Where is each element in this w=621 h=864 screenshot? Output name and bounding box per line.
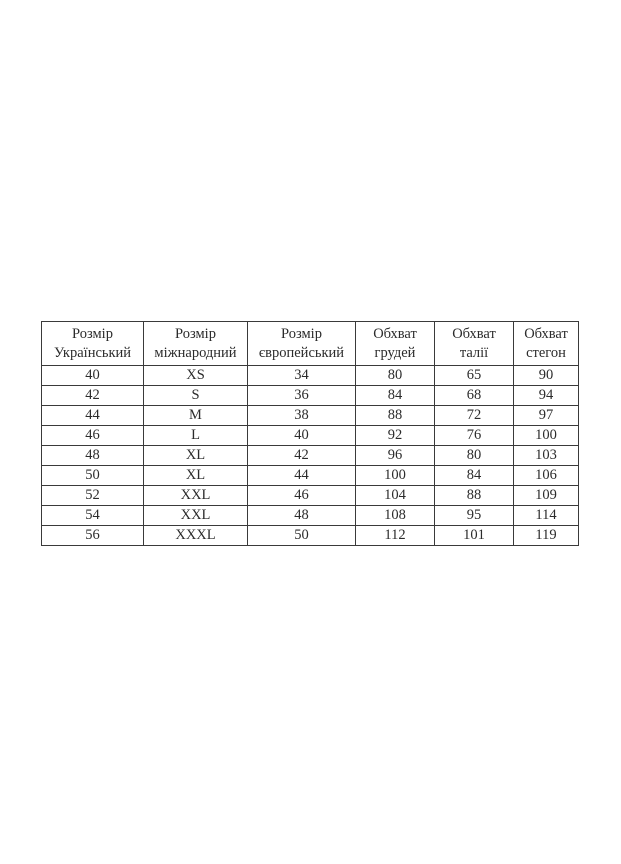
column-header-waist: Обхват талії (434, 321, 514, 366)
cell-eu-size: 48 (247, 505, 356, 526)
cell-intl-size: XL (143, 465, 248, 486)
cell-waist: 72 (434, 405, 514, 426)
column-header-eu-size: Розмір європейський (247, 321, 356, 366)
header-line-1: Розмір (72, 325, 113, 342)
cell-intl-size: M (143, 405, 248, 426)
cell-hips: 103 (513, 445, 579, 466)
cell-chest: 80 (355, 365, 435, 386)
cell-hips: 90 (513, 365, 579, 386)
header-line-2: грудей (374, 344, 416, 361)
header-line-1: Обхват (452, 325, 496, 342)
column-header-chest: Обхват грудей (355, 321, 435, 366)
header-row: Розмір Український Розмір міжнародний Ро… (41, 321, 579, 366)
cell-hips: 94 (513, 385, 579, 406)
header-line-1: Розмір (281, 325, 322, 342)
header-line-1: Розмір (175, 325, 216, 342)
header-line-2: талії (459, 344, 489, 361)
cell-eu-size: 34 (247, 365, 356, 386)
header-line-1: Обхват (373, 325, 417, 342)
cell-waist: 84 (434, 465, 514, 486)
cell-chest: 96 (355, 445, 435, 466)
cell-waist: 80 (434, 445, 514, 466)
table-row: 42 S 36 84 68 94 (41, 385, 579, 406)
cell-eu-size: 38 (247, 405, 356, 426)
cell-waist: 65 (434, 365, 514, 386)
cell-eu-size: 42 (247, 445, 356, 466)
column-header-ua-size: Розмір Український (41, 321, 144, 366)
cell-intl-size: XXXL (143, 525, 248, 546)
cell-ua-size: 44 (41, 405, 144, 426)
cell-eu-size: 36 (247, 385, 356, 406)
header-line-2: стегон (526, 344, 566, 361)
cell-waist: 88 (434, 485, 514, 506)
cell-intl-size: XS (143, 365, 248, 386)
cell-ua-size: 50 (41, 465, 144, 486)
cell-ua-size: 40 (41, 365, 144, 386)
cell-chest: 112 (355, 525, 435, 546)
table-row: 40 XS 34 80 65 90 (41, 365, 579, 386)
header-line-1: Обхват (524, 325, 568, 342)
size-chart-container: Розмір Український Розмір міжнародний Ро… (41, 321, 579, 546)
cell-chest: 84 (355, 385, 435, 406)
header-line-2: європейський (258, 344, 345, 361)
cell-hips: 109 (513, 485, 579, 506)
size-chart-table: Розмір Український Розмір міжнародний Ро… (41, 321, 579, 546)
header-line-2: Український (53, 344, 132, 361)
cell-ua-size: 48 (41, 445, 144, 466)
table-row: 56 XXXL 50 112 101 119 (41, 525, 579, 546)
table-row: 50 XL 44 100 84 106 (41, 465, 579, 486)
cell-waist: 95 (434, 505, 514, 526)
cell-chest: 100 (355, 465, 435, 486)
cell-intl-size: XXL (143, 485, 248, 506)
column-header-intl-size: Розмір міжнародний (143, 321, 248, 366)
cell-intl-size: L (143, 425, 248, 446)
cell-chest: 92 (355, 425, 435, 446)
cell-chest: 104 (355, 485, 435, 506)
table-row: 48 XL 42 96 80 103 (41, 445, 579, 466)
table-row: 46 L 40 92 76 100 (41, 425, 579, 446)
cell-hips: 100 (513, 425, 579, 446)
cell-hips: 106 (513, 465, 579, 486)
cell-eu-size: 50 (247, 525, 356, 546)
table-row: 52 XXL 46 104 88 109 (41, 485, 579, 506)
cell-intl-size: XXL (143, 505, 248, 526)
cell-waist: 101 (434, 525, 514, 546)
cell-ua-size: 56 (41, 525, 144, 546)
table-row: 44 M 38 88 72 97 (41, 405, 579, 426)
cell-eu-size: 46 (247, 485, 356, 506)
cell-intl-size: S (143, 385, 248, 406)
cell-ua-size: 42 (41, 385, 144, 406)
cell-waist: 76 (434, 425, 514, 446)
cell-ua-size: 52 (41, 485, 144, 506)
cell-chest: 88 (355, 405, 435, 426)
cell-hips: 114 (513, 505, 579, 526)
cell-eu-size: 44 (247, 465, 356, 486)
cell-hips: 119 (513, 525, 579, 546)
column-header-hips: Обхват стегон (513, 321, 579, 366)
cell-chest: 108 (355, 505, 435, 526)
cell-intl-size: XL (143, 445, 248, 466)
header-line-2: міжнародний (154, 344, 237, 361)
table-header: Розмір Український Розмір міжнародний Ро… (41, 321, 579, 366)
cell-ua-size: 54 (41, 505, 144, 526)
table-body: 40 XS 34 80 65 90 42 S 36 84 68 94 44 (41, 365, 579, 546)
cell-waist: 68 (434, 385, 514, 406)
cell-hips: 97 (513, 405, 579, 426)
cell-eu-size: 40 (247, 425, 356, 446)
table-row: 54 XXL 48 108 95 114 (41, 505, 579, 526)
cell-ua-size: 46 (41, 425, 144, 446)
